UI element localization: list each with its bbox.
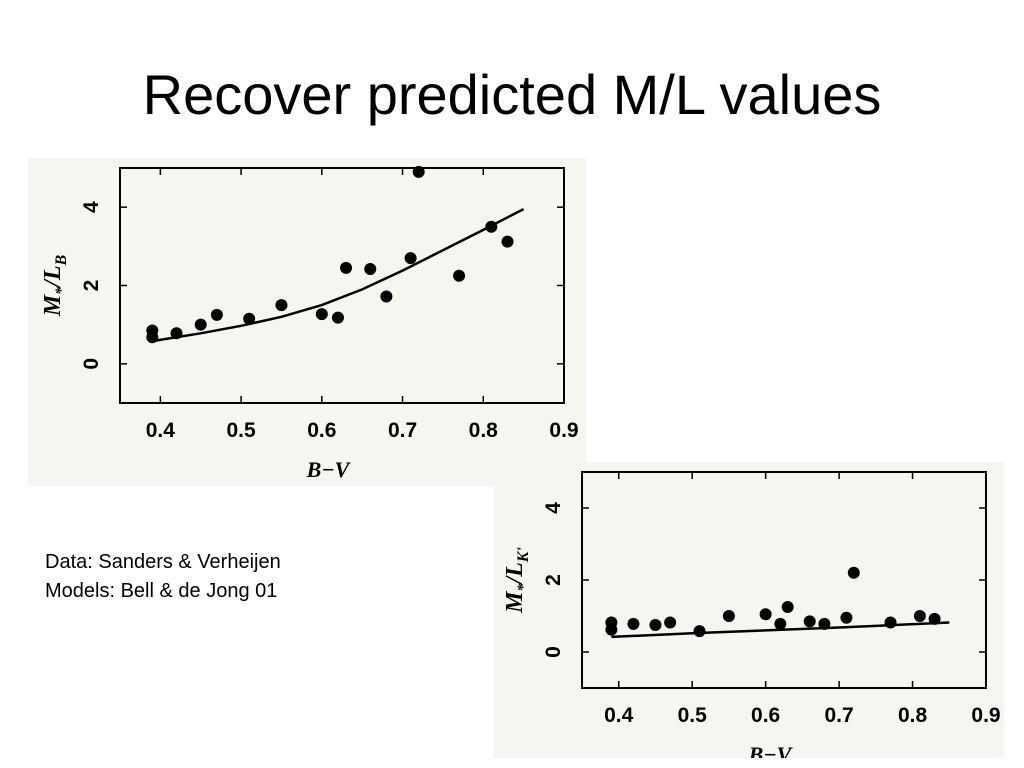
- ml-k-data-point: [722, 610, 735, 622]
- ml-k-xlabel: B−V: [748, 742, 794, 758]
- ml-k-xtick-label: 0.4: [604, 704, 634, 727]
- ml-k-ytick-label: 2: [542, 574, 565, 586]
- credits: Data: Sanders & Verheijen Models: Bell &…: [45, 548, 281, 606]
- ml-b-data-point: [412, 165, 425, 178]
- ml-b-data-point: [170, 327, 183, 340]
- ml-k-xtick-label: 0.8: [898, 704, 928, 727]
- ml-k-data-point: [774, 617, 787, 630]
- ml-b-ytick-label: 0: [80, 358, 103, 370]
- ml-b-xtick-label: 0.7: [388, 419, 417, 442]
- ml-k-data-point: [884, 616, 897, 629]
- ml-b-xtick-label: 0.4: [146, 419, 176, 442]
- ml-k-ylabel-mass: M: [502, 590, 528, 614]
- ml-k-xtick-label: 0.6: [751, 704, 780, 727]
- ml-b-xtick-label: 0.5: [226, 419, 256, 442]
- ml-b-ylabel-slash: /L: [40, 266, 66, 289]
- ml-b-data-point: [275, 299, 288, 312]
- ml-k-xtick-label: 0.7: [824, 704, 853, 727]
- ml-b-xtick-label: 0.8: [469, 419, 499, 442]
- ml-k-data-point: [605, 623, 618, 636]
- ml-k-data-point: [847, 566, 860, 579]
- ml-k-data-point: [781, 601, 794, 613]
- ml-k-data-point: [649, 619, 662, 631]
- ml-b-ylabel: M*/LB: [40, 255, 70, 318]
- ml-b-chart: 0.4 0.5 0.6 0.7 0.8 0.9 0 2 4 B−V M*/LB: [40, 165, 579, 482]
- ml-b-data-point: [243, 312, 256, 325]
- ml-k-ylabel-star: *: [515, 583, 532, 592]
- ml-k-data-point: [818, 617, 831, 630]
- ml-k-data-point: [840, 611, 853, 624]
- ml-b-figure: 0.4 0.5 0.6 0.7 0.8 0.9 0 2 4 B−V M*/LB: [28, 158, 586, 486]
- slide-title: Recover predicted M/L values: [142, 63, 882, 126]
- ml-k-data-point: [759, 608, 772, 621]
- ml-k-data-point: [693, 625, 706, 638]
- ml-k-ytick-label: 0: [542, 646, 565, 658]
- ml-b-xtick-label: 0.6: [307, 419, 336, 442]
- ml-k-data-point: [664, 616, 677, 629]
- ml-k-plot-frame: [581, 471, 987, 689]
- ml-b-data-point: [404, 252, 417, 265]
- ml-b-ylabel-mass: M: [40, 293, 66, 317]
- ml-b-data-point: [210, 308, 223, 321]
- ml-k-data-point: [913, 610, 926, 622]
- ml-b-data-point: [315, 308, 328, 321]
- ml-k-chart: 0.4 0.5 0.6 0.7 0.8 0.9 0 2 4 B−V M*/LK': [502, 471, 1001, 758]
- ml-k-ylabel: M*/LK': [502, 547, 532, 614]
- ml-b-data-point: [364, 263, 377, 276]
- ml-b-data-point: [340, 261, 353, 274]
- ml-b-data-point: [380, 290, 393, 303]
- ml-b-ytick-label: 4: [80, 201, 103, 213]
- ml-k-data-point: [928, 612, 941, 625]
- ml-b-data-point: [485, 220, 498, 233]
- ml-b-xtick-label: 0.9: [549, 419, 578, 442]
- ml-k-xtick-label: 0.5: [678, 704, 708, 727]
- ml-b-data-point: [331, 311, 344, 324]
- ml-k-data-point: [803, 615, 816, 628]
- ml-k-xtick-label: 0.9: [971, 704, 1000, 727]
- ml-k-model-curve: [611, 621, 950, 639]
- ml-b-ylabel-star: *: [53, 286, 70, 295]
- ml-b-ytick-label: 2: [80, 280, 103, 292]
- ml-k-data-point: [627, 617, 640, 630]
- ml-k-ytick-label: 4: [542, 502, 565, 514]
- ml-k-figure: 0.4 0.5 0.6 0.7 0.8 0.9 0 2 4 B−V M*/LK': [494, 462, 1004, 758]
- ml-b-data-point: [194, 318, 207, 331]
- ml-k-ylabel-band: K': [515, 547, 532, 564]
- ml-b-plot-frame: [119, 167, 565, 404]
- ml-b-data-point: [146, 331, 159, 344]
- ml-b-data-point: [501, 235, 514, 248]
- data-credit: Data: Sanders & Verheijen: [45, 551, 281, 573]
- ml-b-model-curve: [152, 207, 525, 343]
- ml-b-data-point: [453, 269, 466, 282]
- models-credit: Models: Bell & de Jong 01: [45, 580, 278, 602]
- ml-b-xlabel: B−V: [306, 457, 352, 482]
- ml-b-ylabel-band: B: [53, 255, 70, 267]
- ml-k-ylabel-slash: /L: [502, 562, 528, 585]
